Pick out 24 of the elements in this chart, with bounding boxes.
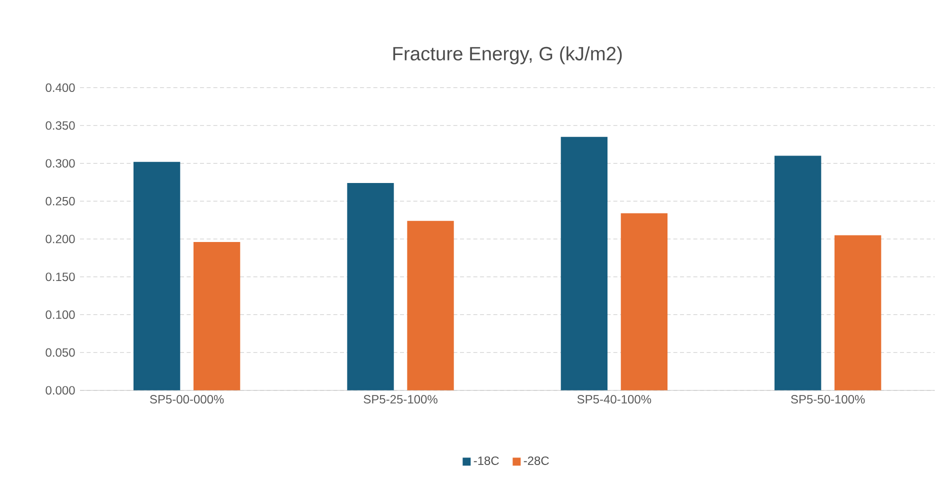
bar: [407, 220, 454, 390]
y-tick-label: 0.400: [46, 83, 75, 92]
legend-label: -18C: [474, 456, 499, 465]
bar: [834, 235, 882, 390]
bar: [134, 162, 180, 390]
y-tick-label: 0.350: [46, 121, 75, 130]
bar: [194, 242, 240, 390]
bar: [774, 156, 822, 390]
y-tick-label: 0.000: [46, 386, 75, 395]
x-tick-label: SP5-00-000%: [150, 395, 224, 404]
bar: [620, 213, 668, 390]
legend-label: -28C: [524, 456, 549, 465]
bar: [560, 136, 608, 390]
x-tick-label: SP5-25-100%: [364, 395, 438, 404]
x-tick-label: SP5-40-100%: [577, 395, 652, 404]
y-tick-label: 0.300: [46, 159, 75, 168]
y-tick-label: 0.200: [46, 234, 75, 244]
y-tick-label: 0.100: [46, 310, 75, 319]
bar: [347, 183, 394, 390]
y-tick-label: 0.250: [46, 196, 75, 206]
y-tick-label: 0.150: [46, 272, 75, 282]
y-tick-label: 0.050: [46, 348, 75, 357]
chart-title: Fracture Energy, G (kJ/m2): [393, 46, 622, 64]
x-tick-label: SP5-50-100%: [791, 395, 865, 404]
